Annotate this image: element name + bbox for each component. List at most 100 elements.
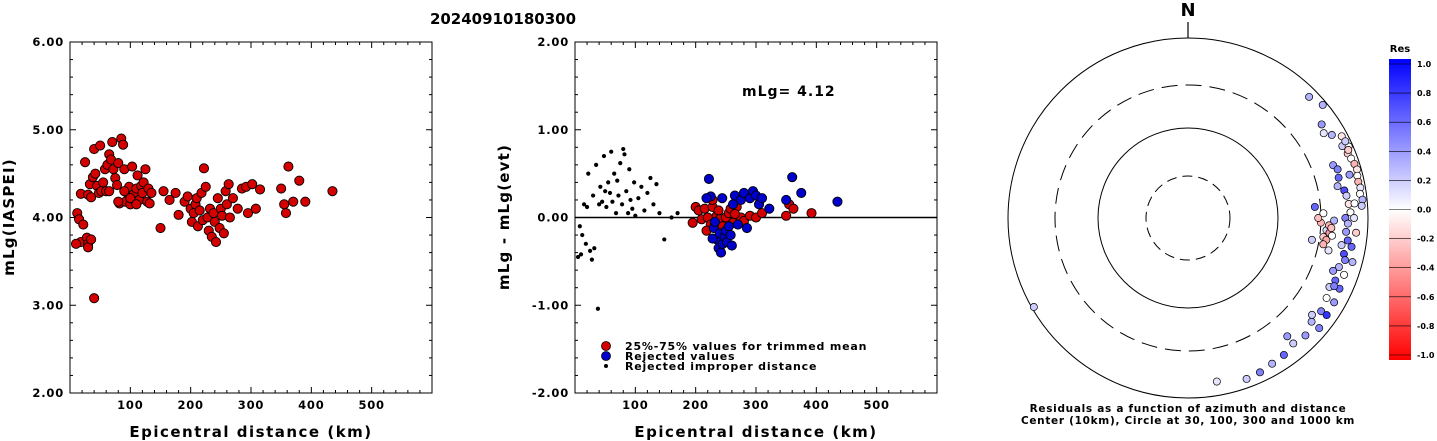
center-panel: -2.00 -1.00 0.00 1.00 2.00 100 200 300 400 500 mL…	[495, 35, 938, 441]
azimuth-caption-line1: Residuals as a function of azimuth and d…	[1030, 403, 1347, 415]
colorbar-tick-label: -1.0	[1417, 351, 1435, 360]
center-ytick-label: 1.00	[537, 123, 569, 137]
center-improper-point	[609, 149, 614, 154]
left-data-point	[112, 179, 123, 191]
center-improper-point	[580, 232, 585, 238]
station-residual-point	[1341, 137, 1350, 146]
center-improper-point	[669, 215, 674, 220]
left-data-point	[232, 203, 243, 214]
center-rejected-point	[703, 173, 714, 184]
center-trimmed-point	[788, 203, 799, 214]
left-ytick-label: 4.00	[32, 211, 64, 225]
left-ytick-label: 6.00	[32, 35, 64, 49]
left-xtick-label: 500	[358, 398, 384, 412]
station-residual-point	[1307, 317, 1316, 326]
center-improper-point	[613, 211, 619, 216]
center-rejected-point	[732, 219, 743, 230]
left-data-point	[198, 163, 209, 174]
azimuth-points	[1029, 92, 1367, 386]
center-axis-ticks: -2.00 -1.00 0.00 1.00 2.00 100 200 300 400 500	[532, 35, 937, 412]
left-data-point	[254, 184, 266, 195]
center-improper-point	[589, 257, 594, 262]
center-improper-point	[615, 178, 620, 183]
station-residual-point	[1328, 231, 1337, 240]
left-data-point	[125, 193, 136, 204]
center-improper-point	[616, 193, 621, 198]
left-data-point	[182, 191, 193, 202]
left-data-point	[144, 198, 155, 209]
left-plot-frame	[69, 41, 433, 394]
left-xtick-label: 100	[117, 398, 143, 412]
center-trimmed-point	[729, 208, 740, 220]
station-residual-point	[1343, 236, 1352, 245]
left-xtick-label: 400	[298, 398, 324, 412]
left-data-point	[224, 212, 235, 223]
center-improper-point	[600, 199, 605, 204]
left-data-point	[86, 192, 97, 203]
colorbar-tick-label: -0.4	[1417, 264, 1435, 273]
left-data-point	[95, 140, 106, 151]
azimuth-caption-line2: Center (10km), Circle at 30, 100, 300 an…	[1021, 415, 1355, 427]
center-rejected-point	[725, 229, 736, 241]
station-residual-point	[1334, 173, 1343, 182]
left-data-point	[107, 136, 118, 148]
center-improper-point	[619, 202, 625, 207]
center-rejected-point	[781, 194, 792, 205]
center-improper-point	[597, 202, 602, 207]
center-improper-point	[628, 197, 633, 203]
center-rejected-point	[701, 193, 712, 204]
center-rejected-point	[796, 187, 807, 198]
station-residual-point	[1341, 256, 1349, 265]
left-panel: 2.00 3.00 4.00 5.00 6.00 100 200 300 400 500 Epic…	[0, 35, 433, 441]
center-improper-point	[583, 241, 588, 246]
mlg-annotation: mLg= 4.12	[742, 84, 836, 100]
center-rejected-point	[832, 196, 843, 207]
legend-trimmed-marker	[601, 341, 611, 351]
station-residual-point	[1305, 92, 1314, 101]
station-residual-point	[1268, 359, 1277, 368]
left-data-point	[327, 186, 338, 197]
left-data-point	[158, 186, 169, 197]
station-residual-point	[1333, 165, 1342, 174]
left-data-point	[90, 168, 101, 179]
station-residual-point	[1256, 368, 1264, 377]
colorbar-tick-label: 0.0	[1417, 206, 1432, 215]
center-ytick-label: -1.00	[532, 298, 569, 312]
left-data-point	[113, 158, 124, 169]
left-data-point	[250, 203, 261, 214]
station-residual-point	[1334, 263, 1343, 271]
center-rejected-point	[715, 247, 727, 258]
center-improper-point	[604, 204, 609, 210]
station-residual-point	[1340, 270, 1348, 279]
center-improper-point	[625, 211, 631, 216]
center-rejected-point	[709, 216, 721, 227]
station-residual-point	[1242, 374, 1251, 383]
center-rejected-point	[741, 222, 753, 234]
left-data-point	[132, 170, 143, 181]
ring-100km	[1097, 127, 1279, 309]
station-residual-point	[1352, 228, 1361, 237]
left-data-point	[119, 186, 130, 197]
left-data-point	[194, 205, 205, 216]
colorbar-tick-label: 0.6	[1417, 118, 1432, 127]
center-improper-point	[622, 152, 627, 157]
center-improper-point	[607, 190, 613, 196]
station-residual-point	[1342, 191, 1351, 200]
center-improper-point	[636, 196, 641, 201]
colorbar-ticks: 1.0 0.8 0.6 0.4 0.2 0.0 -0.2 -0.4 -0.6 -0.8 -1.0	[1389, 60, 1435, 360]
left-data-point	[210, 237, 222, 248]
left-xtick-label: 300	[238, 398, 264, 412]
colorbar-tick-label: -0.6	[1417, 293, 1435, 302]
center-improper-point	[648, 175, 653, 181]
station-residual-point	[1337, 241, 1346, 250]
station-residual-point	[1343, 219, 1352, 228]
station-residual-point	[1307, 235, 1316, 244]
center-xtick-label: 500	[863, 398, 889, 412]
center-improper-point	[642, 208, 647, 213]
center-improper-point	[577, 224, 582, 229]
center-improper-point	[591, 193, 596, 198]
center-rejected-point	[726, 240, 737, 251]
center-x-axis-label: Epicentral distance (km)	[634, 423, 877, 441]
center-improper-point	[581, 202, 587, 207]
